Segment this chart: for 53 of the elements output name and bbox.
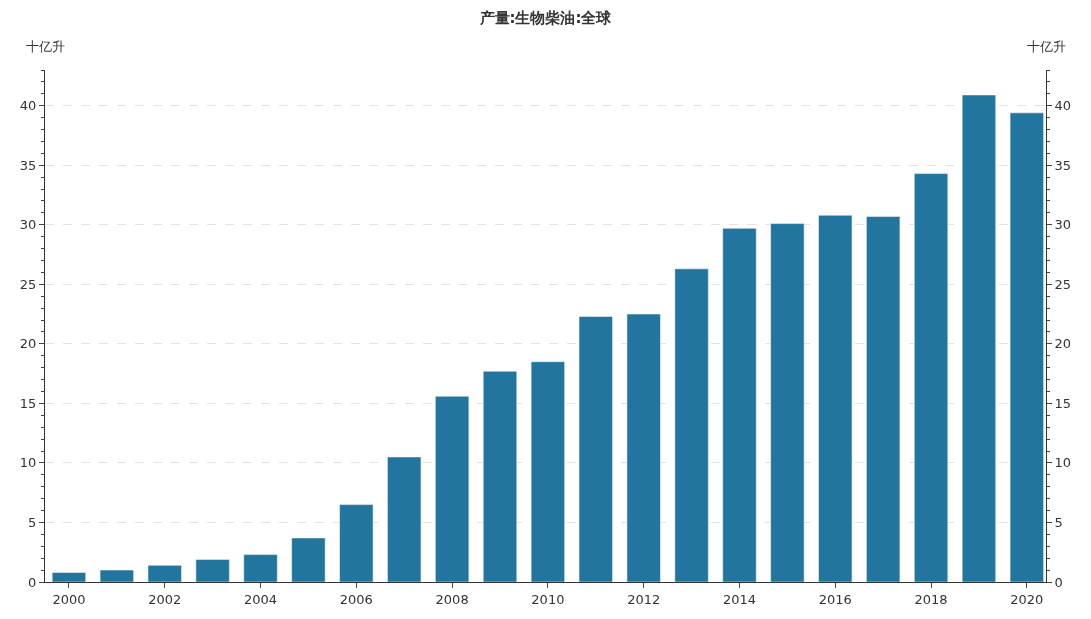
y2-tick-label: 20 — [1054, 336, 1072, 352]
y-tick-label: 20 — [19, 336, 37, 352]
y2-tick-label: 5 — [1054, 515, 1063, 531]
y-tick-label: 10 — [19, 455, 37, 471]
y2-tick-label: 35 — [1054, 157, 1072, 173]
bar — [339, 504, 374, 582]
x-tick-label: 2012 — [627, 591, 661, 607]
x-tick-label: 2020 — [1010, 591, 1044, 607]
x-tick-label: 2008 — [435, 591, 469, 607]
bar — [147, 565, 182, 582]
bar — [435, 396, 470, 582]
bar — [482, 371, 518, 582]
bar — [578, 316, 613, 582]
y2-tick-label: 30 — [1054, 217, 1072, 233]
x-tick-label: 2018 — [914, 591, 948, 607]
bar — [674, 268, 709, 582]
y2-tick-label: 10 — [1054, 455, 1072, 471]
bar — [243, 554, 278, 582]
bar — [387, 456, 422, 582]
y2-tick-label: 40 — [1054, 98, 1072, 114]
bar — [818, 215, 853, 582]
x-tick-label: 2014 — [722, 591, 757, 607]
x-tick-label: 2004 — [243, 591, 278, 607]
y-tick-label: 30 — [19, 217, 37, 233]
bar — [1009, 112, 1044, 582]
bar — [195, 559, 230, 582]
y-tick-label: 40 — [19, 98, 37, 114]
x-tick-label: 2002 — [148, 591, 182, 607]
bar — [722, 228, 757, 582]
y2-tick-label: 15 — [1054, 395, 1072, 411]
bar — [961, 94, 996, 582]
y-tick-label: 5 — [28, 515, 37, 531]
x-tick-label: 2016 — [818, 591, 852, 607]
bar — [530, 361, 565, 582]
y2-axis-title: 十亿升 — [1027, 39, 1066, 54]
bar — [770, 223, 805, 582]
y-axis-title: 十亿升 — [26, 39, 65, 54]
y2-tick-label: 0 — [1054, 574, 1063, 590]
y-tick-label: 15 — [19, 395, 37, 411]
x-tick-label: 2010 — [531, 591, 565, 607]
y-tick-label: 0 — [28, 574, 37, 590]
bar — [866, 216, 901, 582]
y-tick-label: 35 — [19, 157, 37, 173]
x-tick-label: 2000 — [52, 591, 86, 607]
y2-tick-label: 25 — [1054, 276, 1072, 292]
bar — [914, 173, 949, 582]
chart-title: 产量:生物柴油:全球 — [478, 8, 613, 27]
bar — [626, 313, 661, 582]
bar — [291, 537, 326, 582]
bar — [51, 572, 86, 582]
bar — [99, 569, 134, 582]
x-tick-label: 2006 — [339, 591, 373, 607]
y-tick-label: 25 — [19, 276, 37, 292]
